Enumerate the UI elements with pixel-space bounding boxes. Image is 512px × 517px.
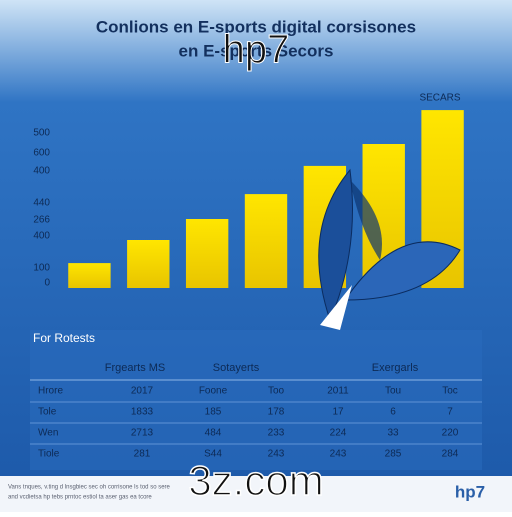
watermark: hp7: [223, 28, 290, 72]
series-label: SECARS: [419, 93, 460, 104]
table-cell: 178: [268, 407, 285, 418]
table-group-header: Sotayerts: [213, 362, 260, 374]
table-cell: 2011: [327, 386, 349, 397]
table-cell: 484: [205, 428, 222, 439]
y-tick-label: 600: [33, 148, 50, 159]
y-tick-label: 400: [33, 166, 50, 177]
table-cell: Tole: [38, 407, 57, 418]
table-cell: 284: [442, 449, 459, 460]
table-cell: 224: [330, 428, 347, 439]
table-cell: 2017: [131, 386, 154, 397]
table-title: For Rotests: [33, 331, 95, 345]
chart-subtitle: en E-sports Secors: [179, 41, 334, 60]
table-group-header: Exergarls: [372, 362, 419, 374]
table-cell: 285: [385, 449, 402, 460]
table-cell: 243: [268, 449, 285, 460]
table-background: [30, 330, 482, 470]
table-cell: Too: [268, 386, 285, 397]
table-cell: 243: [330, 449, 347, 460]
footer-note: Vans tnques, v.ting d lnsgbiec sec oh co…: [8, 485, 171, 491]
y-tick-label: 400: [33, 231, 50, 242]
table-cell: 185: [205, 407, 222, 418]
chart-title: Conlions en E-sports digital corsisones: [96, 17, 416, 36]
table-cell: 17: [332, 407, 344, 418]
fan-graphic: [318, 168, 461, 330]
table-cell: Foone: [199, 386, 228, 397]
table-cell: Tiole: [38, 449, 60, 460]
table-cell: Wen: [38, 428, 58, 439]
table-cell: Tou: [385, 386, 401, 397]
watermark: 3z.com: [188, 457, 323, 504]
table-cell: 33: [387, 428, 399, 439]
table-cell: 233: [268, 428, 285, 439]
y-tick-label: 500: [33, 128, 50, 139]
bar: [68, 263, 111, 288]
table-cell: 2713: [131, 428, 154, 439]
footer-strip: [0, 476, 512, 512]
table-cell: Hrore: [38, 386, 63, 397]
y-tick-label: 440: [33, 198, 50, 209]
table-cell: 281: [134, 449, 151, 460]
table-cell: S44: [204, 449, 222, 460]
bar: [244, 194, 288, 288]
bar: [127, 240, 170, 288]
table-cell: 220: [442, 428, 459, 439]
logo: hp7: [455, 482, 485, 501]
table-cell: 6: [390, 407, 396, 418]
y-tick-label: 100: [33, 263, 50, 274]
table-cell: 1833: [131, 407, 154, 418]
bar: [185, 219, 229, 288]
y-tick-label: 0: [44, 278, 50, 289]
footer-note: and vcdietsa hp tebs prntoc estiol ta as…: [8, 495, 152, 501]
table-cell: 7: [447, 407, 453, 418]
table-group-header: Frgearts MS: [105, 362, 166, 374]
table-cell: Toc: [442, 386, 458, 397]
y-tick-label: 266: [33, 215, 50, 226]
